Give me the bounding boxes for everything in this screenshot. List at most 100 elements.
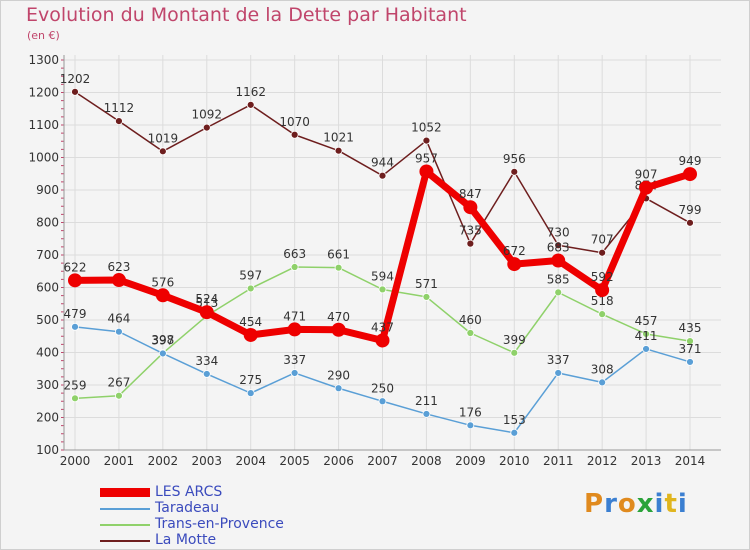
data-label-la-motte: 799 — [679, 203, 702, 217]
data-point-taradeau — [202, 370, 211, 378]
plot-area — [64, 55, 721, 450]
data-point-la-motte — [554, 241, 563, 250]
data-label-les-arcs: 576 — [151, 275, 174, 289]
data-point-taradeau — [290, 369, 299, 377]
data-point-taradeau — [378, 397, 387, 406]
data-point-trans-en-provence — [422, 293, 431, 301]
data-label-taradeau: 334 — [195, 354, 218, 368]
data-label-la-motte: 1052 — [411, 121, 442, 135]
data-point-trans-en-provence — [510, 348, 519, 357]
data-point-les-arcs — [199, 305, 214, 320]
proxiti-logo: Proxiti — [584, 489, 688, 519]
data-label-la-motte: 707 — [591, 233, 614, 247]
chart-title: Evolution du Montant de la Dette par Hab… — [26, 4, 467, 26]
data-label-les-arcs: 470 — [327, 310, 350, 324]
y-tick-label: 1000 — [28, 151, 59, 165]
data-label-la-motte: 735 — [459, 224, 482, 238]
data-point-les-arcs — [287, 322, 302, 337]
y-tick-label: 100 — [36, 443, 59, 457]
data-label-la-motte: 1112 — [104, 101, 135, 115]
data-label-les-arcs: 847 — [459, 187, 482, 201]
y-tick-label: 600 — [36, 281, 59, 295]
data-label-taradeau: 411 — [635, 329, 658, 343]
data-point-les-arcs — [155, 288, 170, 303]
legend-swatch — [100, 524, 150, 526]
data-label-taradeau: 397 — [151, 333, 174, 347]
data-point-les-arcs — [375, 333, 390, 348]
data-point-taradeau — [422, 410, 431, 418]
data-point-les-arcs — [68, 273, 82, 288]
x-tick-label: 2011 — [543, 454, 574, 468]
data-label-taradeau: 250 — [371, 381, 394, 395]
data-point-trans-en-provence — [686, 337, 694, 346]
data-point-la-motte — [290, 130, 299, 139]
data-label-la-motte: 1021 — [323, 131, 354, 145]
data-point-les-arcs — [419, 164, 434, 179]
y-tick-label: 1200 — [28, 86, 59, 100]
data-label-la-motte: 1019 — [148, 131, 179, 145]
data-point-la-motte — [598, 248, 607, 257]
data-label-taradeau: 275 — [239, 373, 262, 387]
data-point-trans-en-provence — [246, 284, 255, 293]
data-point-trans-en-provence — [642, 330, 650, 338]
data-point-la-motte — [246, 100, 255, 109]
data-point-la-motte — [510, 167, 519, 176]
data-label-la-motte: 730 — [547, 225, 570, 239]
data-label-taradeau: 290 — [327, 368, 350, 382]
data-point-taradeau — [554, 369, 563, 377]
data-point-les-arcs — [463, 200, 478, 215]
data-point-les-arcs — [507, 257, 522, 272]
data-point-les-arcs — [111, 273, 126, 288]
x-tick-label: 2009 — [455, 454, 486, 468]
data-point-trans-en-provence — [71, 394, 79, 403]
x-tick-label: 2010 — [499, 454, 530, 468]
data-point-la-motte — [115, 117, 123, 125]
x-tick-label: 2012 — [587, 454, 618, 468]
legend-swatch — [100, 488, 150, 497]
y-tick-label: 1100 — [28, 118, 59, 132]
data-point-la-motte — [466, 239, 475, 248]
data-label-les-arcs: 907 — [635, 168, 658, 182]
legend-label: Taradeau — [155, 500, 220, 516]
legend-label: LES ARCS — [155, 484, 223, 500]
data-point-taradeau — [686, 358, 694, 366]
data-label-trans-en-provence: 259 — [64, 378, 87, 392]
data-label-taradeau: 371 — [679, 342, 702, 356]
data-label-les-arcs: 683 — [547, 241, 570, 255]
data-point-taradeau — [466, 421, 475, 430]
data-label-la-motte: 1092 — [192, 108, 223, 122]
data-label-taradeau: 464 — [107, 312, 130, 326]
logo-letter: P — [584, 489, 605, 519]
data-point-les-arcs — [551, 253, 566, 268]
data-point-trans-en-provence — [466, 329, 475, 337]
chart-unit: (en €) — [27, 29, 60, 42]
x-tick-label: 2006 — [323, 454, 354, 468]
data-label-les-arcs: 437 — [371, 320, 394, 334]
data-label-taradeau: 153 — [503, 413, 526, 427]
data-point-taradeau — [71, 322, 79, 331]
data-label-trans-en-provence: 457 — [635, 314, 658, 328]
x-tick-label: 2014 — [675, 454, 706, 468]
x-tick-label: 2000 — [60, 454, 91, 468]
y-tick-label: 300 — [36, 378, 59, 392]
data-label-les-arcs: 471 — [283, 309, 306, 323]
x-tick-label: 2005 — [279, 454, 310, 468]
legend-label: La Motte — [155, 532, 217, 548]
data-point-les-arcs — [639, 180, 654, 195]
data-label-taradeau: 337 — [283, 353, 306, 367]
data-point-les-arcs — [331, 322, 346, 337]
data-label-trans-en-provence: 661 — [327, 248, 350, 262]
y-tick-label: 800 — [36, 216, 59, 230]
legend-swatch — [100, 508, 150, 510]
data-label-les-arcs: 949 — [679, 154, 702, 168]
data-point-la-motte — [422, 136, 431, 145]
data-point-la-motte — [686, 218, 694, 227]
data-label-trans-en-provence: 663 — [283, 247, 306, 261]
data-label-trans-en-provence: 571 — [415, 277, 438, 291]
data-point-trans-en-provence — [115, 391, 123, 400]
data-label-trans-en-provence: 398 — [151, 333, 174, 347]
data-label-les-arcs: 524 — [195, 292, 218, 306]
logo-letter: i — [654, 489, 665, 519]
data-point-la-motte — [71, 87, 79, 96]
